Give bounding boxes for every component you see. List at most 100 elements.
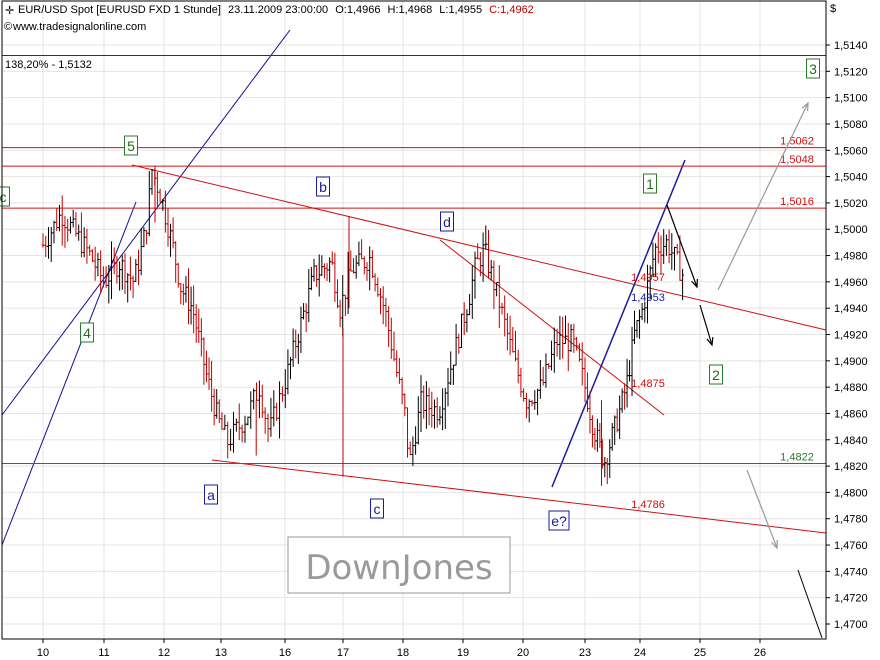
wave-label-box xyxy=(204,484,218,505)
x-tick-label: 16 xyxy=(279,647,291,659)
level-label: 1,5062 xyxy=(780,136,814,148)
x-tick-label: 12 xyxy=(158,647,170,659)
wave-label: a xyxy=(207,487,215,503)
resistance-trendline xyxy=(131,164,827,331)
forecast-arrow-4-head xyxy=(771,539,778,550)
header-low: L:1,4955 xyxy=(439,4,482,16)
horizontal-levels: 1,5062 1,5048 1,5016 1,4822 xyxy=(2,55,826,464)
y-tick-label: 1,4840 xyxy=(834,435,868,447)
x-tick-label: 24 xyxy=(634,647,646,659)
forecast-arrow-1 xyxy=(666,204,698,288)
uptrend-channel-lower xyxy=(1,201,137,546)
level-label: 1,4822 xyxy=(780,451,814,463)
watermark: DownJones xyxy=(287,536,511,594)
wave-label-box xyxy=(548,510,570,531)
y-tick-label: 1,5060 xyxy=(834,145,868,157)
forecast-arrows xyxy=(666,101,823,639)
header-datetime: 23.11.2009 23:00:00 xyxy=(228,4,328,16)
plot-frame xyxy=(1,0,827,640)
wave-label: c xyxy=(374,501,381,517)
wave-label-box xyxy=(370,498,384,519)
rising-support-line xyxy=(551,159,686,488)
candlestick-series xyxy=(41,166,685,486)
level-label: 1,5016 xyxy=(780,196,814,208)
y-tick-label: 1,4920 xyxy=(834,330,868,342)
y-tick-label: 1,4820 xyxy=(834,461,868,473)
wave-label-box xyxy=(124,135,138,156)
support-trendline xyxy=(211,459,827,534)
x-axis: 10 11 12 13 16 17 18 19 20 23 24 25 26 xyxy=(37,639,766,659)
wave-label-box xyxy=(0,186,10,207)
grid xyxy=(2,1,826,639)
y-tick-label: 1,5100 xyxy=(834,93,868,105)
header-title: EUR/USD Spot [EURUSD FXD 1 Stunde] xyxy=(18,4,221,16)
wave-label: c xyxy=(0,189,7,205)
trendline-value-label: 1,4957 xyxy=(631,272,665,284)
crosshair-icon: ✛ xyxy=(5,5,14,17)
forecast-arrow-4 xyxy=(746,469,778,549)
y-tick-label: 1,4960 xyxy=(834,277,868,289)
header-close: C:1,4962 xyxy=(489,4,534,16)
trend-lines xyxy=(1,29,827,546)
fib-extension-label: 138,20% - 1,5132 xyxy=(5,59,92,71)
header-open: O:1,4966 xyxy=(335,4,380,16)
forecast-arrow-2-head xyxy=(706,336,714,347)
wave-label: 4 xyxy=(83,325,91,341)
y-tick-label: 1,4760 xyxy=(834,540,868,552)
wave-label: d xyxy=(443,214,451,230)
x-tick-label: 19 xyxy=(457,647,469,659)
forecast-arrow-2 xyxy=(699,304,713,346)
wave-label: 3 xyxy=(809,61,817,77)
wave-label: e? xyxy=(551,513,567,529)
y-tick-label: 1,4780 xyxy=(834,514,868,526)
wave-label: b xyxy=(319,179,327,195)
trendline-value-label: 1,4786 xyxy=(631,499,665,511)
currency-symbol: $ xyxy=(830,3,836,15)
svg-text:EUR/USD Spot [EURUSD FXD 1 St: EUR/USD Spot [EURUSD FXD 1 Stunde] 23.11… xyxy=(18,4,534,16)
y-tick-label: 1,4720 xyxy=(834,593,868,605)
y-tick-label: 1,4880 xyxy=(834,382,868,394)
wave-label-box xyxy=(806,58,820,79)
trendline-value-label: 1,4953 xyxy=(631,292,665,304)
wave-label: 5 xyxy=(127,138,135,154)
y-tick-label: 1,4800 xyxy=(834,487,868,499)
y-tick-label: 1,4860 xyxy=(834,408,868,420)
x-tick-label: 11 xyxy=(98,647,109,659)
wave-label-box xyxy=(80,322,94,343)
header-high: H:1,4968 xyxy=(388,4,433,16)
wave-label-box xyxy=(316,176,330,197)
wave-label: 1 xyxy=(646,176,654,192)
x-tick-label: 17 xyxy=(337,647,349,659)
y-tick-label: 1,5040 xyxy=(834,172,868,184)
level-label: 1,5048 xyxy=(780,154,814,166)
watermark-text: DownJones xyxy=(305,548,492,588)
wave-label-box xyxy=(440,211,454,232)
wave-label: 2 xyxy=(712,367,720,383)
x-tick-label: 10 xyxy=(37,647,49,659)
y-axis: 1,5140 1,5120 1,5100 1,5080 1,5060 1,5040 1,50… xyxy=(826,40,868,631)
x-tick-label: 25 xyxy=(694,647,706,659)
x-tick-label: 13 xyxy=(215,647,227,659)
y-tick-label: 1,4700 xyxy=(834,619,868,631)
annotations: 5 4 a b c d e? 1 2 3 c 1,4957 1,4953 1,4875 1,4786 xyxy=(0,58,820,531)
wave-label-box xyxy=(643,173,657,194)
x-tick-label: 23 xyxy=(579,647,591,659)
y-tick-label: 1,5000 xyxy=(834,224,868,236)
x-tick-label: 18 xyxy=(397,647,409,659)
trendline-value-label: 1,4875 xyxy=(631,378,665,390)
forecast-arrow-1-head xyxy=(691,278,698,289)
x-tick-label: 26 xyxy=(754,647,766,659)
y-tick-label: 1,5080 xyxy=(834,119,868,131)
y-tick-label: 1,4980 xyxy=(834,251,868,263)
y-tick-label: 1,5140 xyxy=(834,40,868,52)
x-tick-label: 20 xyxy=(517,647,529,659)
source-label: www.tradesignalonline.com xyxy=(12,21,146,33)
y-tick-label: 1,4900 xyxy=(834,356,868,368)
uptrend-channel-upper xyxy=(1,29,291,416)
forecast-arrow-3-head xyxy=(801,101,809,112)
y-tick-label: 1,4940 xyxy=(834,303,868,315)
y-tick-label: 1,4740 xyxy=(834,566,868,578)
y-tick-label: 1,5120 xyxy=(834,66,868,78)
chart-header: ✛ EUR/USD Spot [EURUSD FXD 1 Stunde] 23.… xyxy=(4,3,836,71)
